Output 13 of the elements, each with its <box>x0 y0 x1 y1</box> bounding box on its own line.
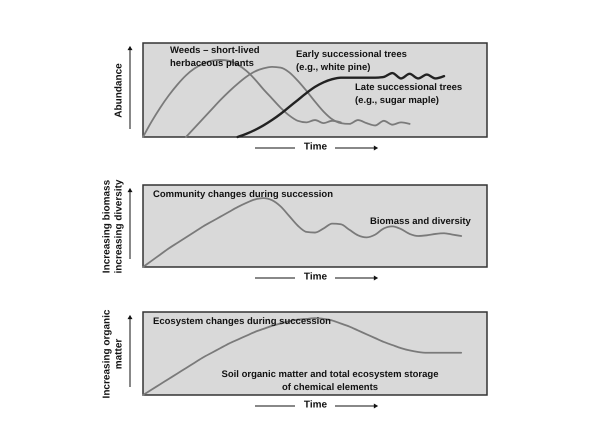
series-label: Biomass and diversity <box>370 216 472 227</box>
x-axis-title: Time <box>304 142 328 152</box>
x-axis-title: Time <box>304 272 328 282</box>
series-label: Late successional trees (e.g., sugar maple) <box>355 82 462 106</box>
series-label: Soil organic matter and total ecosystem storage of chemical elements <box>222 369 438 393</box>
x-axis-title: Time <box>304 400 328 410</box>
y-axis-title: Increasing organic matter <box>102 309 124 398</box>
chart-title: Ecosystem changes during succession <box>153 316 332 327</box>
y-axis-title: Abundance <box>114 62 124 118</box>
series-label: Weeds – short-lived herbaceous plants <box>170 45 260 69</box>
chart-title: Community changes during succession <box>153 189 334 200</box>
y-axis-title: Increasing biomass increasing diversity <box>102 179 124 274</box>
series-label: Early successional trees (e.g., white pine) <box>296 49 407 73</box>
